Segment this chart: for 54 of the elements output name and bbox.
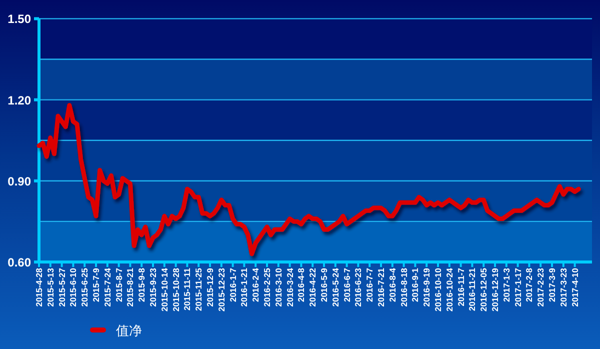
x-tick-label: 2015-5-13 [45, 268, 56, 307]
x-tick-label: 2016-1-7 [228, 268, 238, 302]
x-tick-label: 2015-12-23 [216, 268, 226, 312]
x-tick-label: 2017-4-10 [570, 268, 580, 307]
x-tick-label: 2016-3-10 [273, 268, 284, 307]
x-tick-label: 2016-2-4 [250, 268, 261, 302]
x-tick-label: 2016-9-1 [410, 268, 420, 302]
x-tick-label: 2017-2-23 [536, 268, 546, 307]
x-tick-label: 2015-9-8 [136, 268, 147, 302]
x-tick-label: 2015-8-7 [114, 268, 124, 302]
x-tick-label: 2017-3-23 [558, 268, 568, 307]
x-tick-label: 2016-8-18 [398, 268, 409, 307]
x-tick-label: 2015-10-28 [170, 268, 181, 312]
x-tick-label: 2016-12-19 [490, 268, 500, 312]
y-tick-label: 1.50 [8, 12, 32, 26]
x-tick-label: 2016-9-19 [422, 268, 432, 307]
x-tick-label: 2016-5-9 [319, 268, 329, 302]
x-tick-label: 2015-4-28 [34, 268, 44, 307]
x-tick-label: 2016-6-7 [342, 268, 352, 302]
x-tick-label: 2016-12-05 [478, 268, 489, 312]
x-tick-label: 2016-7-21 [376, 268, 386, 307]
x-tick-label: 2016-3-24 [284, 268, 295, 307]
x-tick-label: 2017-2-8 [524, 268, 534, 302]
x-tick-label: 2015-7-24 [102, 268, 112, 307]
legend-label: 值净 [116, 323, 142, 338]
x-tick-label: 2015-6-10 [68, 268, 78, 307]
x-tick-label: 2015-11-11 [182, 268, 192, 311]
x-tick-label: 2016-2-25 [262, 268, 272, 307]
x-tick-label: 2016-5-24 [330, 268, 340, 307]
x-tick-label: 2015-5-27 [56, 268, 67, 307]
x-tick-label: 2016-4-8 [296, 268, 306, 302]
x-tick-label: 2016-4-22 [308, 268, 318, 307]
x-tick-label: 2016-7-7 [364, 268, 375, 302]
x-tick-label: 2015-11-25 [194, 268, 204, 312]
x-tick-label: 2015-9-23 [148, 268, 158, 307]
x-tick-label: 2017-3-9 [547, 268, 557, 302]
y-tick-label: 1.20 [8, 93, 32, 108]
y-tick-label: 0.90 [8, 174, 32, 188]
x-tick-label: 2015-12-9 [205, 268, 215, 307]
x-tick-label: 2016-10-24 [444, 268, 454, 312]
x-tick-label: 2015-6-25 [80, 268, 90, 307]
x-tick-label: 2015-10-14 [159, 268, 170, 312]
x-tick-label: 2016-11-21 [467, 268, 478, 312]
x-tick-label: 2016-1-21 [239, 268, 250, 307]
y-tick-label: 0.60 [8, 256, 32, 270]
x-tick-label: 2016-8-4 [387, 268, 398, 302]
x-tick-label: 2017-1-17 [512, 268, 523, 307]
x-tick-label: 2016-10-10 [433, 268, 443, 312]
x-tick-label: 2016-6-23 [353, 268, 364, 307]
x-tick-label: 2015-8-21 [125, 268, 136, 307]
x-tick-label: 2017-1-3 [501, 268, 512, 302]
line-series [36, 102, 581, 256]
x-tick-label: 2016-11-7 [456, 268, 466, 306]
x-tick-label: 2015-7-9 [91, 268, 101, 302]
